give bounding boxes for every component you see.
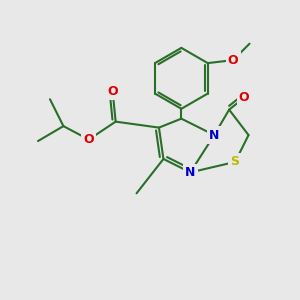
Text: O: O (239, 91, 249, 104)
Text: N: N (185, 166, 196, 179)
Text: O: O (107, 85, 118, 98)
Text: O: O (228, 54, 238, 67)
Text: S: S (231, 155, 240, 168)
Text: N: N (209, 129, 219, 142)
Text: O: O (83, 133, 94, 146)
